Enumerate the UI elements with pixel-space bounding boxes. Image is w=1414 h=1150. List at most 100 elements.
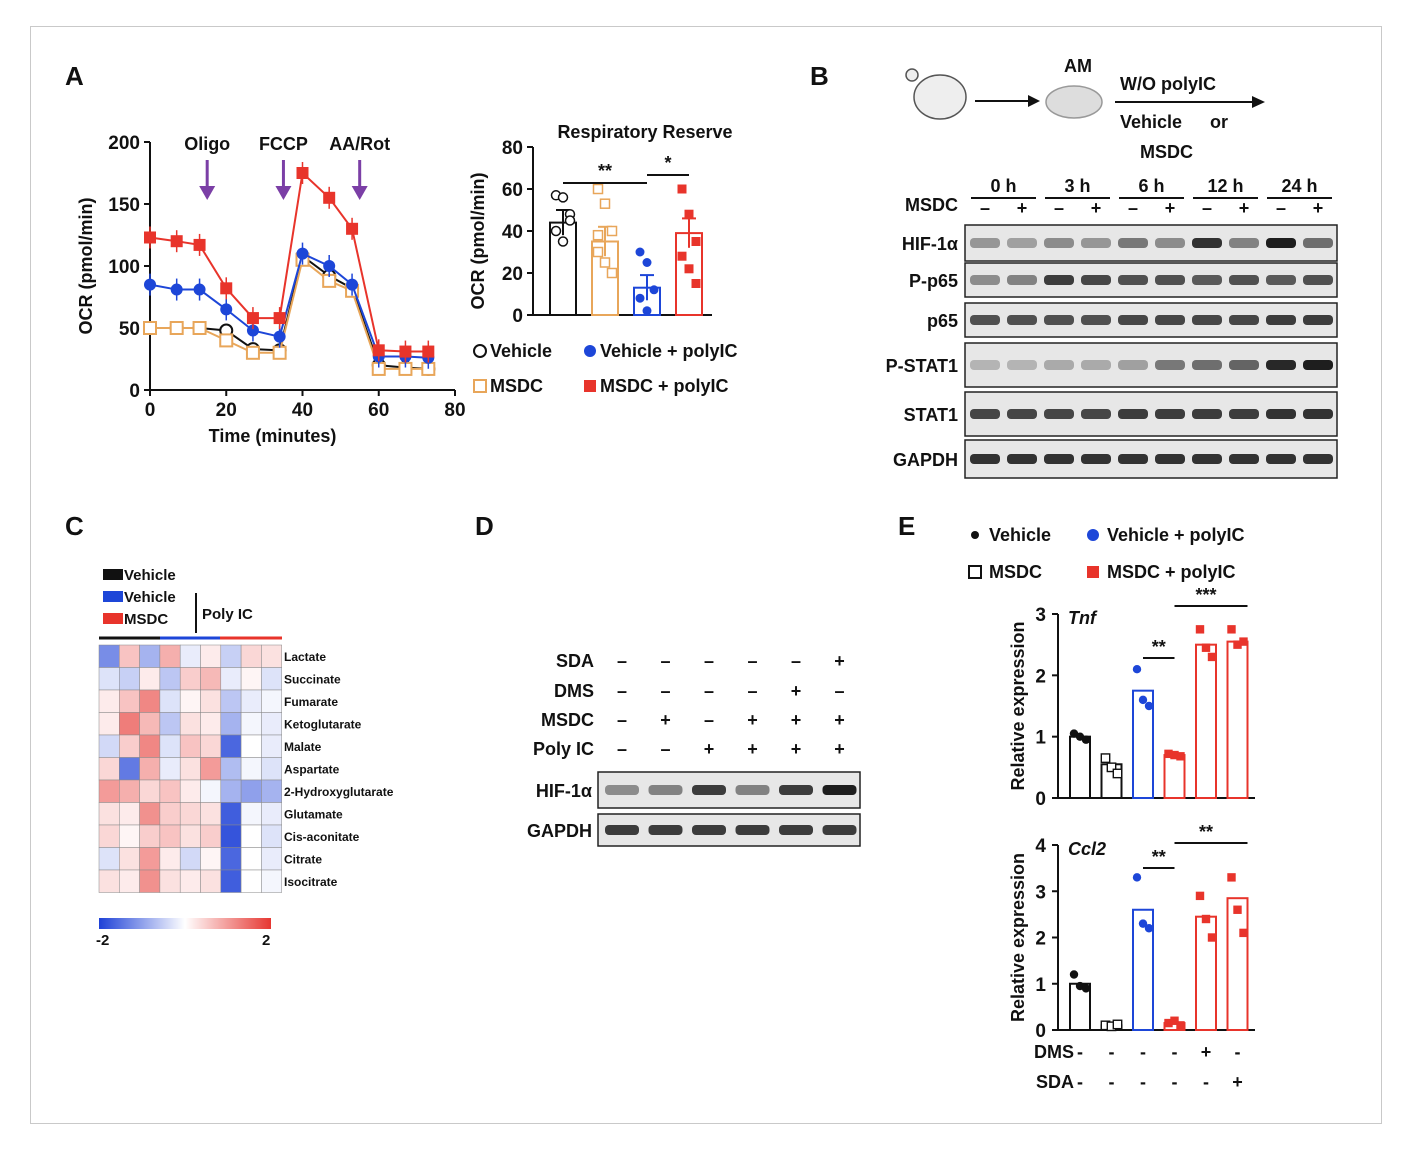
data-point: [684, 209, 694, 219]
y-axis-label: OCR (pmol/min): [76, 198, 96, 335]
timepoint-label: 3 h: [1064, 176, 1090, 196]
data-point: [1132, 873, 1142, 882]
y-tick-label: 2: [1035, 666, 1046, 687]
blot-band: [1192, 238, 1222, 248]
heatmap-cell: [98, 757, 120, 781]
schema-vehicle-label: Vehicle: [1120, 112, 1182, 132]
color-scale-min: -2: [96, 932, 109, 949]
heatmap-cell: [159, 869, 181, 893]
sign-label: +: [747, 710, 758, 730]
timepoint-label: 6 h: [1138, 176, 1164, 196]
data-point: [592, 229, 604, 241]
y-tick-label: 20: [502, 264, 523, 285]
sign-label: –: [791, 651, 801, 671]
blot-band: [1007, 360, 1037, 370]
legend-marker: [1087, 566, 1099, 578]
blot-band: [1192, 360, 1222, 370]
heatmap-cell: [200, 869, 222, 893]
data-point: [1201, 914, 1211, 924]
blot-band: [1303, 275, 1333, 285]
figure-frame: [30, 26, 1382, 1124]
heatmap-cell: [179, 734, 201, 758]
sign-label: –: [617, 651, 627, 671]
blot-band: [970, 454, 1000, 464]
significance-label: *: [664, 153, 671, 173]
heatmap-cell: [159, 689, 181, 713]
heatmap-cell: [261, 779, 282, 803]
heatmap-cell: [119, 779, 140, 803]
y-tick-label: 50: [119, 319, 140, 340]
data-point: [606, 225, 618, 237]
legend-label: Vehicle: [989, 525, 1051, 545]
treatment-label: SDA: [556, 651, 594, 671]
x-tick-label: 0: [145, 400, 156, 421]
blot-band: [1118, 315, 1148, 325]
data-point: [677, 251, 687, 261]
heatmap-cell: [139, 734, 161, 758]
data-point: [143, 321, 157, 335]
data-point: [592, 183, 604, 195]
treatment-label: MSDC: [541, 710, 594, 730]
sign-label: –: [980, 198, 990, 218]
blot-band: [1303, 360, 1333, 370]
blot-band: [970, 238, 1000, 248]
y-tick-label: 100: [108, 257, 140, 278]
heatmap-cell: [240, 734, 262, 758]
heatmap-cell: [139, 779, 161, 803]
sign-label: -: [1109, 1042, 1115, 1062]
heatmap-cell: [98, 847, 120, 871]
sign-label: +: [834, 710, 845, 730]
data-point: [677, 184, 687, 194]
gene-title: Ccl2: [1068, 839, 1106, 859]
heatmap-cell: [200, 667, 222, 691]
legend-label: MSDC + polyIC: [600, 376, 729, 396]
data-point: [1138, 695, 1148, 705]
sign-label: –: [834, 681, 844, 701]
legend-label: Vehicle: [124, 589, 176, 606]
bar: [1226, 640, 1249, 799]
blot-band: [1044, 409, 1074, 419]
blot-band: [1303, 409, 1333, 419]
heatmap-cell: [220, 689, 242, 713]
panel-label-e: E: [898, 511, 915, 541]
panel-c-heatmap: Vehicle Vehicle MSDC Poly IC Lactate Succinat…: [96, 567, 394, 949]
blot-frame: [597, 813, 861, 847]
blot-label: HIF-1α: [902, 234, 958, 254]
blot-band: [1229, 454, 1259, 464]
legend-label: MSDC + polyIC: [1107, 562, 1236, 582]
heatmap-cell: [220, 824, 242, 848]
heatmap-cell: [159, 757, 181, 781]
data-point: [599, 198, 611, 209]
heatmap-cell: [119, 734, 140, 758]
metabolite-label: Lactate: [284, 650, 326, 664]
heatmap-cell: [119, 802, 140, 826]
data-point: [1233, 905, 1242, 914]
heatmap-cell: [240, 779, 262, 803]
sign-label: -: [1172, 1072, 1178, 1092]
blot-band: [1155, 275, 1185, 285]
heatmap-cell: [200, 847, 222, 871]
heatmap-cell: [159, 667, 181, 691]
heatmap-cell: [98, 802, 120, 826]
blot-band: [1155, 360, 1185, 370]
blot-band: [735, 785, 770, 795]
data-point: [635, 293, 645, 303]
panel-label-b: B: [810, 61, 829, 91]
heatmap-cell: [240, 644, 262, 668]
sign-label: –: [1054, 198, 1064, 218]
blot-band: [1192, 409, 1222, 419]
bar: [1226, 897, 1249, 1031]
heatmap-cell: [261, 734, 282, 758]
schema-arrow-head: [1028, 95, 1040, 107]
blot-band: [1266, 238, 1296, 248]
data-point: [346, 222, 359, 235]
x-tick-label: 20: [216, 400, 237, 421]
blot-band: [1229, 360, 1259, 370]
data-point: [642, 258, 652, 267]
schema-or-label: or: [1210, 112, 1228, 132]
data-point: [422, 345, 435, 358]
blot-band: [1303, 315, 1333, 325]
blot-label: GAPDH: [527, 821, 592, 841]
sign-label: -: [1172, 1042, 1178, 1062]
injection-arrow-head: [199, 186, 216, 200]
